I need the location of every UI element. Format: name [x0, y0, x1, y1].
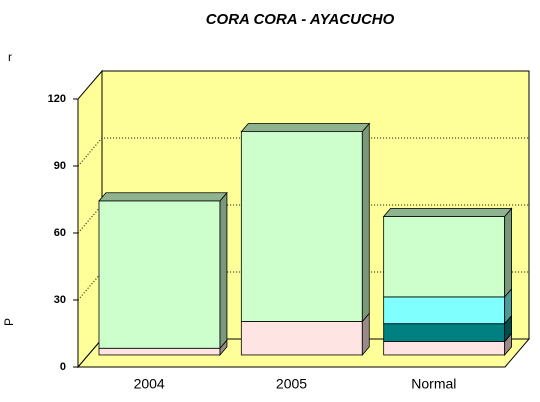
bar-side	[361, 122, 370, 323]
bar-top	[382, 207, 513, 217]
bar-segment	[383, 341, 506, 356]
x-tick-label: Normal	[411, 376, 456, 392]
y-tick-label: 0	[60, 361, 66, 373]
chart-title: CORA CORA - AYACUCHO	[206, 11, 395, 28]
y-axis-label-top: r	[8, 50, 12, 64]
bar-side	[504, 207, 513, 298]
grid-line	[77, 137, 529, 167]
y-axis-label-bottom: P	[2, 318, 16, 326]
bar-segment	[98, 200, 221, 349]
bar-segment	[240, 131, 363, 322]
bar-segment	[98, 347, 221, 356]
y-tick-label: 90	[54, 160, 66, 172]
bar-segment	[240, 321, 363, 356]
y-tick-label: 60	[54, 227, 66, 239]
bar-segment	[383, 323, 506, 342]
y-tick-label: 30	[54, 294, 66, 306]
x-tick-label: 2005	[276, 376, 307, 392]
y-tick-label: 120	[48, 93, 66, 105]
bar-side	[219, 191, 228, 350]
bar-top	[98, 192, 228, 202]
bar-top	[240, 123, 371, 133]
bar-segment	[383, 296, 506, 325]
bar-segment	[383, 216, 506, 298]
x-tick-label: 2004	[134, 376, 165, 392]
